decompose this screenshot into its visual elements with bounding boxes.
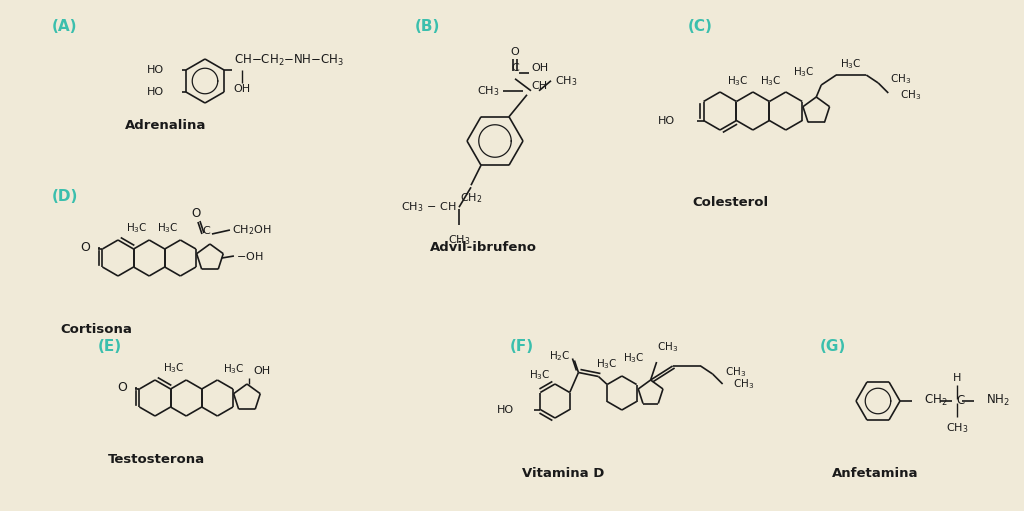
Text: H$_3$C: H$_3$C <box>596 357 617 371</box>
Text: NH$_2$: NH$_2$ <box>986 392 1010 408</box>
Text: H$_2$C: H$_2$C <box>549 350 570 363</box>
Text: CH$_2$OH: CH$_2$OH <box>232 223 271 237</box>
Text: OH: OH <box>233 84 251 94</box>
Text: CH$_3$: CH$_3$ <box>476 84 499 98</box>
Text: C: C <box>511 63 519 73</box>
Text: H$_3$C: H$_3$C <box>529 368 551 382</box>
Text: CH$_3$: CH$_3$ <box>900 88 922 102</box>
Text: $-$OH: $-$OH <box>236 250 263 262</box>
Text: HO: HO <box>657 115 675 126</box>
Text: CH$_3$: CH$_3$ <box>732 377 754 391</box>
Text: CH: CH <box>531 81 547 91</box>
Text: Adrenalina: Adrenalina <box>125 119 207 132</box>
Text: (G): (G) <box>820 339 846 354</box>
Text: OH: OH <box>531 63 548 73</box>
Text: CH$_2$: CH$_2$ <box>924 392 947 408</box>
Text: CH$_2$: CH$_2$ <box>460 191 482 205</box>
Text: Colesterol: Colesterol <box>692 196 768 209</box>
Text: H$_3$C: H$_3$C <box>727 74 749 88</box>
Text: Anfetamina: Anfetamina <box>831 467 919 480</box>
Text: H$_3$C: H$_3$C <box>793 65 814 79</box>
Text: CH$-$CH$_2$$-$NH$-$CH$_3$: CH$-$CH$_2$$-$NH$-$CH$_3$ <box>234 53 344 68</box>
Text: HO: HO <box>497 405 514 414</box>
Text: (C): (C) <box>688 19 713 34</box>
Text: H: H <box>952 373 962 383</box>
Text: CH$_3$: CH$_3$ <box>447 233 470 247</box>
Text: H$_3$C: H$_3$C <box>760 74 781 88</box>
Text: (E): (E) <box>98 339 122 354</box>
Text: CH$_3$: CH$_3$ <box>555 74 578 88</box>
Text: O: O <box>511 47 519 57</box>
Text: H$_3$C: H$_3$C <box>157 221 178 235</box>
Text: HO: HO <box>146 87 164 97</box>
Text: H$_3$C: H$_3$C <box>841 57 862 71</box>
Text: H$_3$C: H$_3$C <box>223 362 245 376</box>
Text: (D): (D) <box>52 189 79 204</box>
Text: (F): (F) <box>510 339 535 354</box>
Text: CH$_3$: CH$_3$ <box>890 72 911 86</box>
Text: Testosterona: Testosterona <box>108 453 205 466</box>
Text: Advil-ibrufeno: Advil-ibrufeno <box>430 241 537 254</box>
Text: (A): (A) <box>52 19 78 34</box>
Text: OH: OH <box>253 366 270 376</box>
Text: CH$_3$: CH$_3$ <box>946 421 969 435</box>
Text: O: O <box>191 207 201 220</box>
Text: CH$_3\,-\,$CH: CH$_3\,-\,$CH <box>401 200 457 214</box>
Text: H$_3$C: H$_3$C <box>623 351 645 365</box>
Text: CH$_3$: CH$_3$ <box>725 365 745 379</box>
Text: CH$_3$: CH$_3$ <box>656 340 678 354</box>
Text: Cortisona: Cortisona <box>60 323 132 336</box>
Text: H$_3$C: H$_3$C <box>126 221 147 235</box>
Text: H$_3$C: H$_3$C <box>163 361 184 375</box>
Text: (B): (B) <box>415 19 440 34</box>
Text: C: C <box>956 393 965 406</box>
Text: C: C <box>202 226 210 236</box>
Text: HO: HO <box>146 65 164 75</box>
Text: Vitamina D: Vitamina D <box>522 467 604 480</box>
Text: O: O <box>117 381 127 393</box>
Text: O: O <box>80 241 90 253</box>
